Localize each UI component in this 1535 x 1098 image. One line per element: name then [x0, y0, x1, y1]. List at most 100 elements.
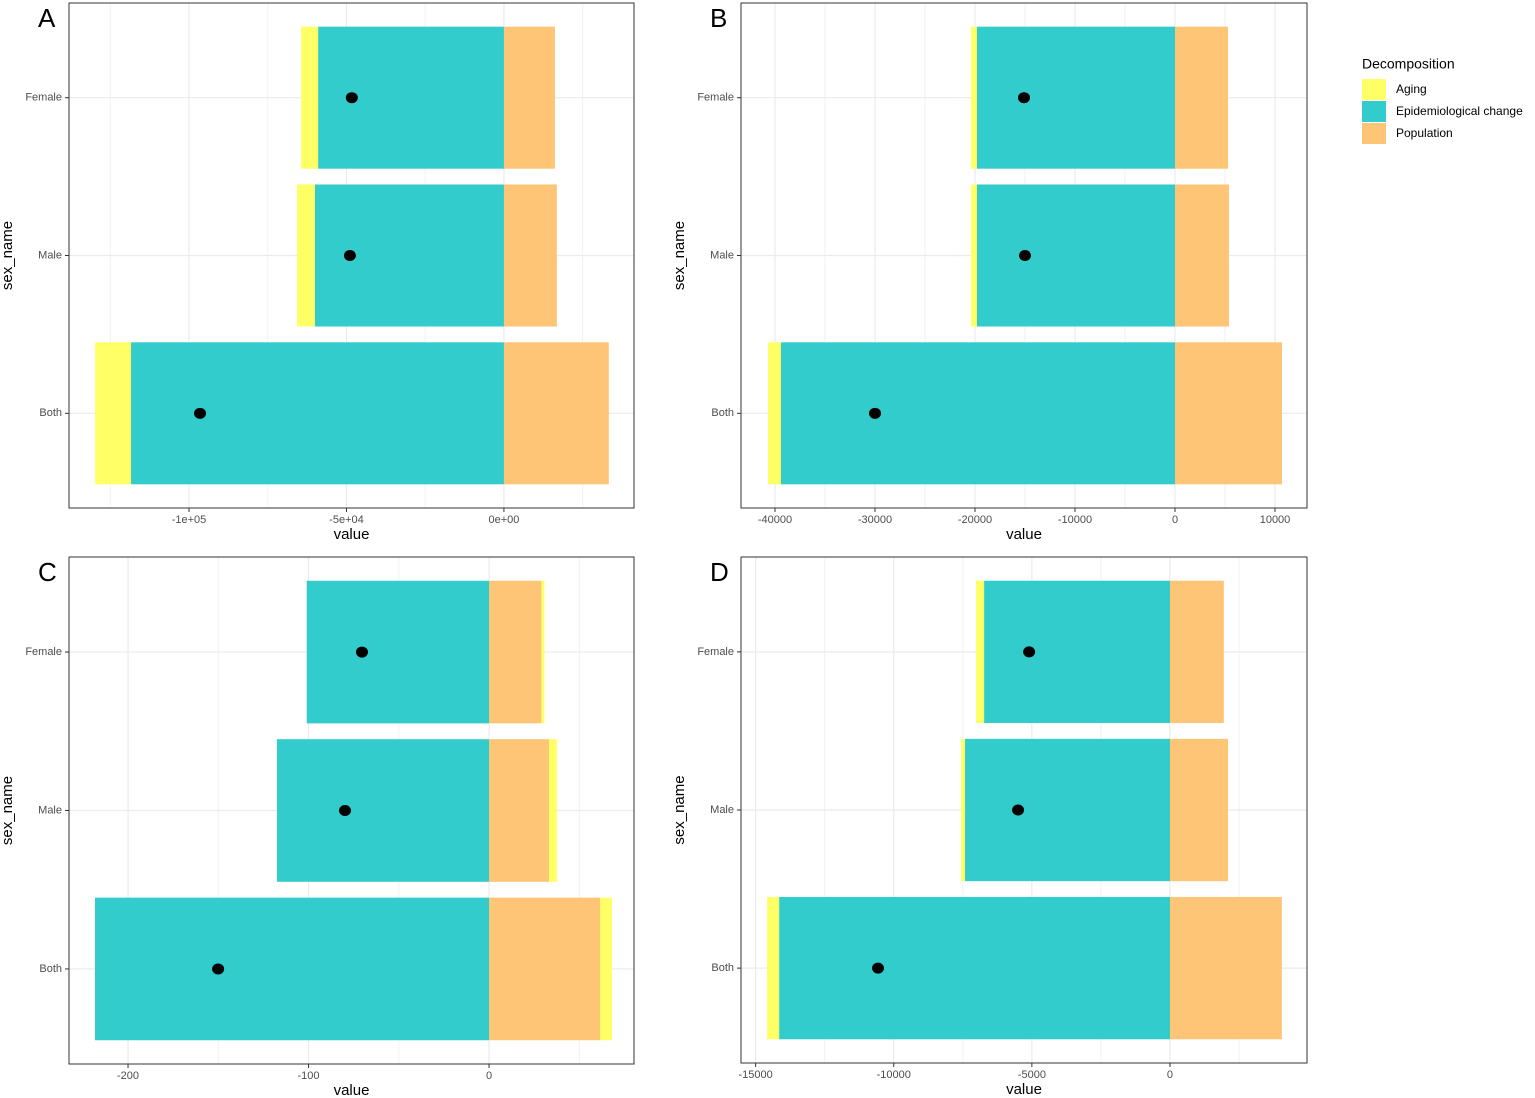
x-tick-label: -5000: [1018, 1069, 1046, 1081]
bar: [1175, 184, 1229, 327]
bar: [489, 739, 549, 882]
net-point: [212, 963, 225, 975]
panel: -15000 -10000 -5000 0 Female Male Both value sex…: [671, 556, 1308, 1098]
panel-label: C: [38, 557, 57, 587]
x-axis-title: value: [1006, 1081, 1042, 1098]
y-axis-title: sex_name: [0, 776, 16, 845]
x-tick-label: -5e+04: [329, 514, 364, 526]
bar: [1175, 342, 1282, 485]
bar: [600, 897, 612, 1041]
y-tick-label: Male: [710, 804, 734, 816]
panel: -200 -100 0 Female Male Both value sex_name C: [0, 556, 635, 1098]
net-point: [339, 805, 352, 816]
panel-label: A: [38, 3, 56, 33]
net-point: [345, 92, 358, 104]
net-point: [1019, 250, 1031, 261]
bar: [1169, 738, 1228, 882]
x-tick-label: -30000: [858, 514, 892, 526]
net-point: [355, 646, 368, 658]
panel: -40000 -30000 -20000 -10000 0 10000 Female Male…: [671, 2, 1308, 543]
panel: -1e+05 -5e+04 0e+00 Female Male Both value sex_…: [0, 2, 635, 543]
x-tick-label: 0e+00: [488, 514, 519, 526]
y-tick-label: Both: [39, 407, 62, 419]
bar: [965, 738, 1170, 882]
net-point: [1018, 92, 1030, 104]
bar: [503, 26, 555, 169]
y-tick-label: Male: [710, 249, 734, 261]
bar: [781, 342, 1175, 485]
net-point: [1023, 646, 1036, 658]
bar: [976, 580, 985, 724]
bar: [971, 184, 977, 327]
y-tick-label: Both: [711, 407, 734, 419]
bar: [94, 897, 490, 1041]
bar: [1169, 896, 1282, 1040]
legend-title: Decomposition: [1362, 56, 1455, 72]
bar: [297, 184, 315, 327]
x-tick-label: 0: [1172, 514, 1178, 526]
legend-label: Epidemiological change: [1396, 104, 1523, 118]
y-tick-label: Both: [39, 963, 62, 975]
bar: [767, 896, 780, 1040]
legend: Decomposition Aging Epidemiological change…: [1362, 56, 1523, 144]
x-tick-label: -15000: [739, 1069, 773, 1081]
x-tick-label: -10000: [877, 1069, 911, 1081]
bar: [95, 342, 132, 485]
x-axis-title: value: [334, 526, 370, 543]
legend-label: Population: [1396, 126, 1453, 140]
net-point: [343, 250, 356, 261]
panel-label: B: [710, 3, 727, 33]
bar: [548, 739, 557, 882]
bar: [984, 580, 1170, 724]
bar: [977, 26, 1175, 169]
bar: [489, 580, 542, 724]
bar: [1169, 580, 1224, 724]
legend-label: Aging: [1396, 82, 1427, 96]
y-tick-label: Female: [697, 92, 734, 104]
x-tick-label: -1e+05: [172, 514, 207, 526]
x-tick-label: -100: [298, 1070, 320, 1082]
bar: [541, 580, 545, 724]
y-tick-label: Female: [25, 92, 62, 104]
x-tick-label: 0: [486, 1070, 492, 1082]
bar: [779, 896, 1170, 1040]
bar: [961, 738, 966, 882]
bar: [1175, 26, 1228, 169]
y-tick-label: Female: [25, 646, 62, 658]
x-axis-title: value: [334, 1082, 370, 1098]
x-tick-label: -40000: [758, 514, 792, 526]
y-tick-label: Female: [697, 646, 734, 658]
y-tick-label: Both: [711, 962, 734, 974]
net-point: [869, 407, 881, 419]
bar: [301, 26, 319, 169]
x-tick-label: 10000: [1260, 514, 1291, 526]
x-tick-label: -10000: [1058, 514, 1092, 526]
y-axis-title: sex_name: [671, 775, 688, 844]
y-tick-label: Male: [38, 249, 62, 261]
bar: [276, 739, 490, 882]
y-axis-title: sex_name: [671, 221, 688, 290]
bar: [489, 897, 601, 1041]
net-point: [872, 962, 885, 974]
y-axis-title: sex_name: [0, 221, 16, 290]
bar: [768, 342, 781, 485]
bar: [971, 26, 977, 169]
bar: [503, 184, 557, 327]
bar: [977, 184, 1175, 327]
x-tick-label: -200: [117, 1070, 139, 1082]
panel-label: D: [710, 557, 729, 587]
y-tick-label: Male: [38, 804, 62, 816]
bar: [503, 342, 609, 485]
bar: [306, 580, 490, 724]
x-axis-title: value: [1006, 526, 1042, 543]
x-tick-label: -20000: [958, 514, 992, 526]
legend-key: [1362, 123, 1386, 144]
legend-key: [1362, 101, 1386, 122]
net-point: [194, 407, 207, 419]
legend-key: [1362, 79, 1386, 100]
bar: [314, 184, 504, 327]
net-point: [1012, 804, 1025, 816]
bar: [131, 342, 504, 485]
x-tick-label: 0: [1167, 1069, 1173, 1081]
